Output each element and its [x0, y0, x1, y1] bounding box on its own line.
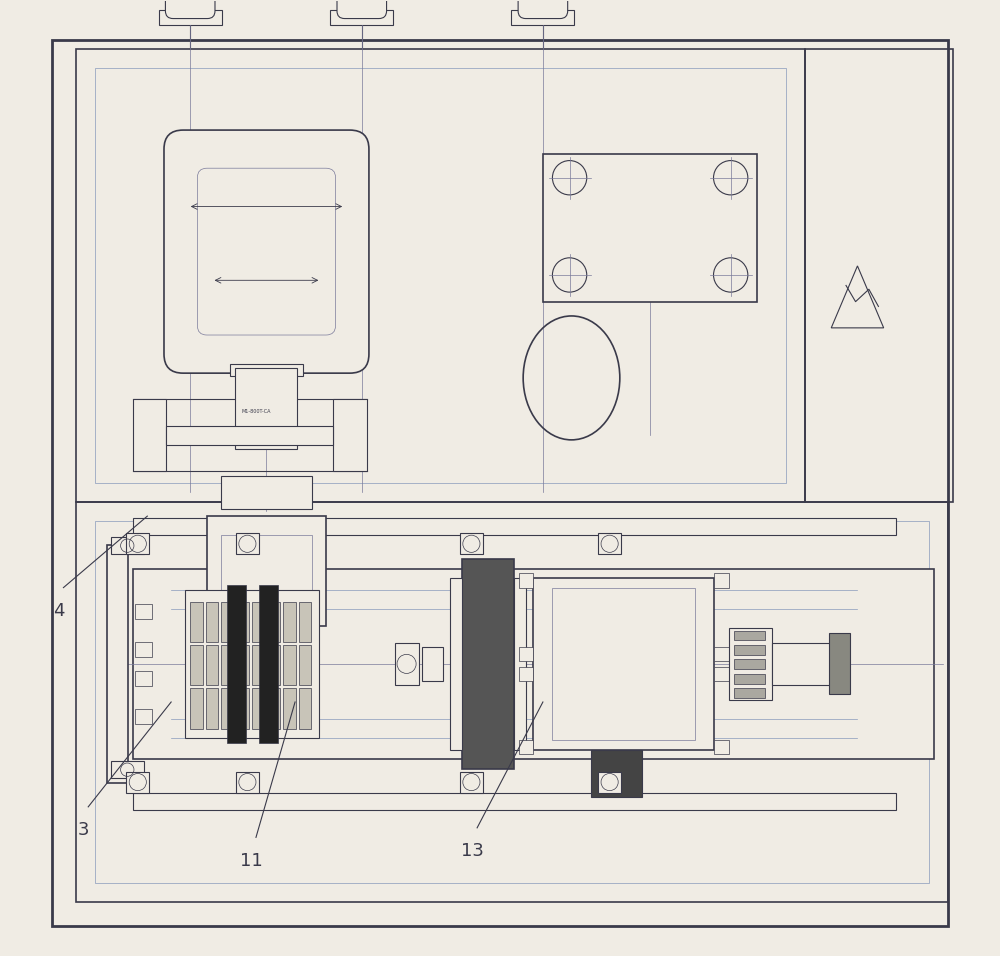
Bar [135, 604, 152, 619]
Bar [714, 574, 729, 588]
Bar [734, 674, 765, 684]
Bar [133, 569, 934, 759]
Bar [190, 688, 203, 728]
Bar [519, 574, 533, 588]
Bar [111, 537, 144, 554]
Bar [299, 688, 311, 728]
Text: 3: 3 [78, 821, 89, 839]
Bar [714, 666, 729, 681]
Bar [299, 645, 311, 685]
Text: M1-800T-CA: M1-800T-CA [241, 409, 271, 414]
Bar [829, 634, 850, 694]
FancyBboxPatch shape [165, 0, 215, 18]
Bar [268, 645, 280, 685]
Bar [714, 646, 729, 661]
Bar [190, 602, 203, 642]
Bar [729, 628, 772, 700]
Bar [514, 578, 526, 750]
Bar [283, 602, 296, 642]
Bar [133, 518, 896, 535]
Bar [598, 533, 621, 554]
Bar [221, 476, 312, 510]
Bar [133, 399, 166, 471]
Bar [190, 645, 203, 685]
Bar [805, 49, 953, 502]
Bar [135, 708, 152, 724]
Bar [395, 642, 419, 684]
Bar [462, 559, 514, 769]
Bar [734, 645, 765, 655]
Bar [133, 793, 896, 810]
Bar [450, 578, 462, 750]
Bar [166, 425, 333, 445]
Bar [221, 645, 234, 685]
Bar [236, 533, 259, 554]
Bar [252, 602, 265, 642]
FancyBboxPatch shape [518, 0, 568, 18]
Bar [552, 588, 695, 740]
Bar [237, 688, 249, 728]
Bar [734, 660, 765, 669]
Bar [221, 535, 312, 621]
Bar [460, 533, 483, 554]
Bar [268, 602, 280, 642]
Bar [283, 645, 296, 685]
Bar [252, 645, 265, 685]
Bar [236, 771, 259, 793]
Bar [522, 8, 564, 15]
Bar [206, 645, 218, 685]
Bar [259, 585, 278, 743]
Bar [330, 10, 393, 25]
Bar [76, 502, 948, 902]
Bar [221, 688, 234, 728]
Bar [111, 761, 144, 778]
Bar [95, 68, 786, 483]
Bar [135, 642, 152, 657]
Bar [460, 771, 483, 793]
Bar [207, 516, 326, 626]
Text: 4: 4 [53, 602, 64, 619]
Bar [519, 646, 533, 661]
Bar [714, 740, 729, 754]
Bar [341, 8, 383, 15]
Bar [734, 631, 765, 641]
Bar [237, 602, 249, 642]
Bar [283, 688, 296, 728]
Bar [206, 688, 218, 728]
Text: 11: 11 [240, 852, 263, 870]
Bar [252, 688, 265, 728]
Bar [95, 521, 929, 883]
Bar [519, 740, 533, 754]
Bar [126, 533, 149, 554]
Bar [169, 8, 211, 15]
Bar [237, 645, 249, 685]
FancyBboxPatch shape [164, 130, 369, 373]
Bar [230, 363, 303, 376]
Bar [126, 771, 149, 793]
Text: 13: 13 [461, 842, 484, 860]
Bar [519, 666, 533, 681]
Bar [206, 602, 218, 642]
Bar [333, 399, 367, 471]
Bar [185, 590, 319, 738]
Bar [268, 688, 280, 728]
Bar [159, 10, 222, 25]
FancyBboxPatch shape [337, 0, 387, 18]
Bar [511, 10, 574, 25]
Bar [107, 545, 128, 783]
Bar [543, 154, 757, 302]
Bar [598, 771, 621, 793]
Bar [591, 750, 642, 797]
Bar [235, 368, 297, 449]
Bar [299, 602, 311, 642]
Bar [227, 585, 246, 743]
Bar [76, 49, 805, 502]
Bar [221, 602, 234, 642]
Bar [135, 670, 152, 685]
Bar [734, 688, 765, 698]
Bar [533, 578, 714, 750]
Bar [772, 642, 834, 684]
Bar [422, 646, 443, 681]
